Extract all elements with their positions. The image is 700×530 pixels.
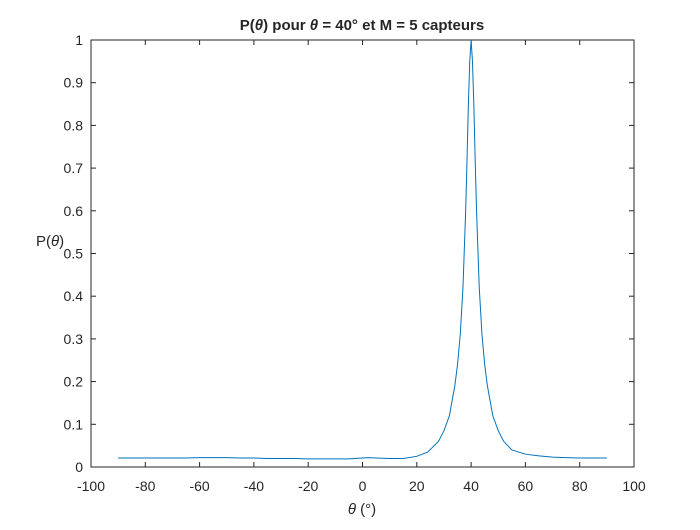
x-tick-label: 20 <box>409 478 425 494</box>
series-line <box>118 39 607 460</box>
y-tick-label: 0.5 <box>64 246 84 262</box>
x-tick-label: -60 <box>189 478 209 494</box>
x-tick-label: 100 <box>622 478 646 494</box>
y-tick-label: 0 <box>75 459 83 475</box>
x-tick-label: -100 <box>77 478 105 494</box>
x-tick-label: 40 <box>463 478 479 494</box>
y-tick-label: 0.6 <box>64 203 84 219</box>
x-axis-label: θ (°) <box>348 501 376 518</box>
y-tick-label: 0.8 <box>64 117 84 133</box>
y-tick-label: 1 <box>75 32 83 48</box>
y-axis-label: P(θ) <box>36 233 64 250</box>
x-tick-label: 0 <box>359 478 367 494</box>
x-tick-label: 80 <box>572 478 588 494</box>
y-tick-label: 0.3 <box>64 331 84 347</box>
chart-title: P(θ) pour θ = 40° et M = 5 capteurs <box>240 17 484 34</box>
y-tick-label: 0.1 <box>64 416 84 432</box>
x-tick-label: -80 <box>135 478 155 494</box>
y-tick-label: 0.2 <box>64 374 84 390</box>
y-tick-label: 0.4 <box>64 288 84 304</box>
plot-area <box>90 39 635 468</box>
y-tick-label: 0.9 <box>64 75 84 91</box>
x-tick-label: 60 <box>518 478 534 494</box>
y-ticks: 0 0.1 0.2 0.3 0.4 0.5 0.6 0.7 0.8 0.9 1 <box>64 32 634 475</box>
x-tick-label: -20 <box>298 478 318 494</box>
y-tick-label: 0.7 <box>64 160 84 176</box>
x-tick-label: -40 <box>244 478 264 494</box>
x-ticks: -100 -80 -60 -40 -20 0 20 40 60 80 100 <box>77 40 646 494</box>
